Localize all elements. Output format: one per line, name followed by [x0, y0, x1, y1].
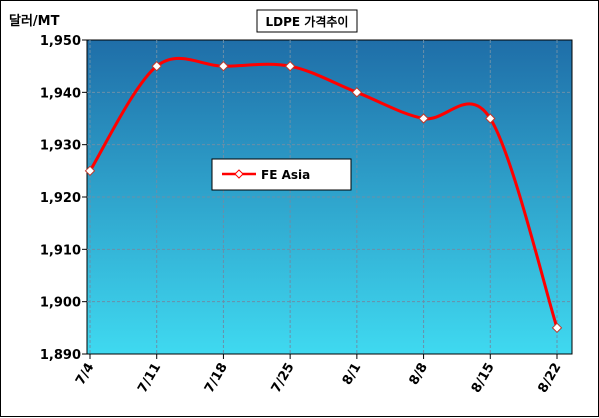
chart-title: LDPE 가격추이 [266, 14, 349, 29]
series-fe-asia [84, 56, 563, 334]
x-tick-label: 7/4 [73, 361, 97, 388]
y-tick-label: 1,950 [40, 34, 81, 49]
y-tick-label: 1,890 [40, 348, 81, 363]
legend-label-fe-asia: FE Asia [261, 168, 310, 182]
y-tick-label: 1,910 [40, 243, 81, 258]
y-tick-label: 1,900 [40, 296, 81, 311]
x-tick-labels: 7/4 7/11 7/18 7/25 8/1 8/8 8/15 8/22 [73, 361, 564, 396]
data-point [284, 60, 296, 72]
y-tick-label: 1,930 [40, 139, 81, 154]
data-point [418, 113, 429, 124]
legend: FE Asia [211, 158, 352, 191]
x-tick-label: 8/22 [536, 361, 565, 396]
x-tick-label: 8/15 [469, 361, 498, 396]
y-axis-unit-label: 달러/MT [9, 13, 60, 29]
data-point [551, 322, 563, 334]
chart-title-box: LDPE 가격추이 [256, 9, 358, 33]
data-point [351, 87, 363, 98]
y-tick-label: 1,940 [40, 86, 81, 101]
data-point [151, 60, 162, 72]
x-tick-label: 8/8 [407, 361, 431, 388]
x-tick-label: 7/25 [269, 361, 298, 396]
chart-title-frame [256, 9, 358, 33]
axes [82, 39, 558, 359]
data-point [84, 165, 96, 177]
data-point [218, 60, 229, 72]
legend-marker-swatch [234, 169, 244, 179]
y-tick-labels: 1,890 1,900 1,910 1,920 1,930 1,940 1,950 [40, 34, 81, 363]
grid-lines [87, 40, 572, 354]
data-point [485, 113, 496, 124]
x-tick-label: 7/11 [135, 361, 164, 396]
y-tick-label: 1,920 [40, 191, 81, 206]
x-tick-label: 7/18 [202, 361, 231, 396]
x-tick-label: 8/1 [340, 361, 364, 388]
